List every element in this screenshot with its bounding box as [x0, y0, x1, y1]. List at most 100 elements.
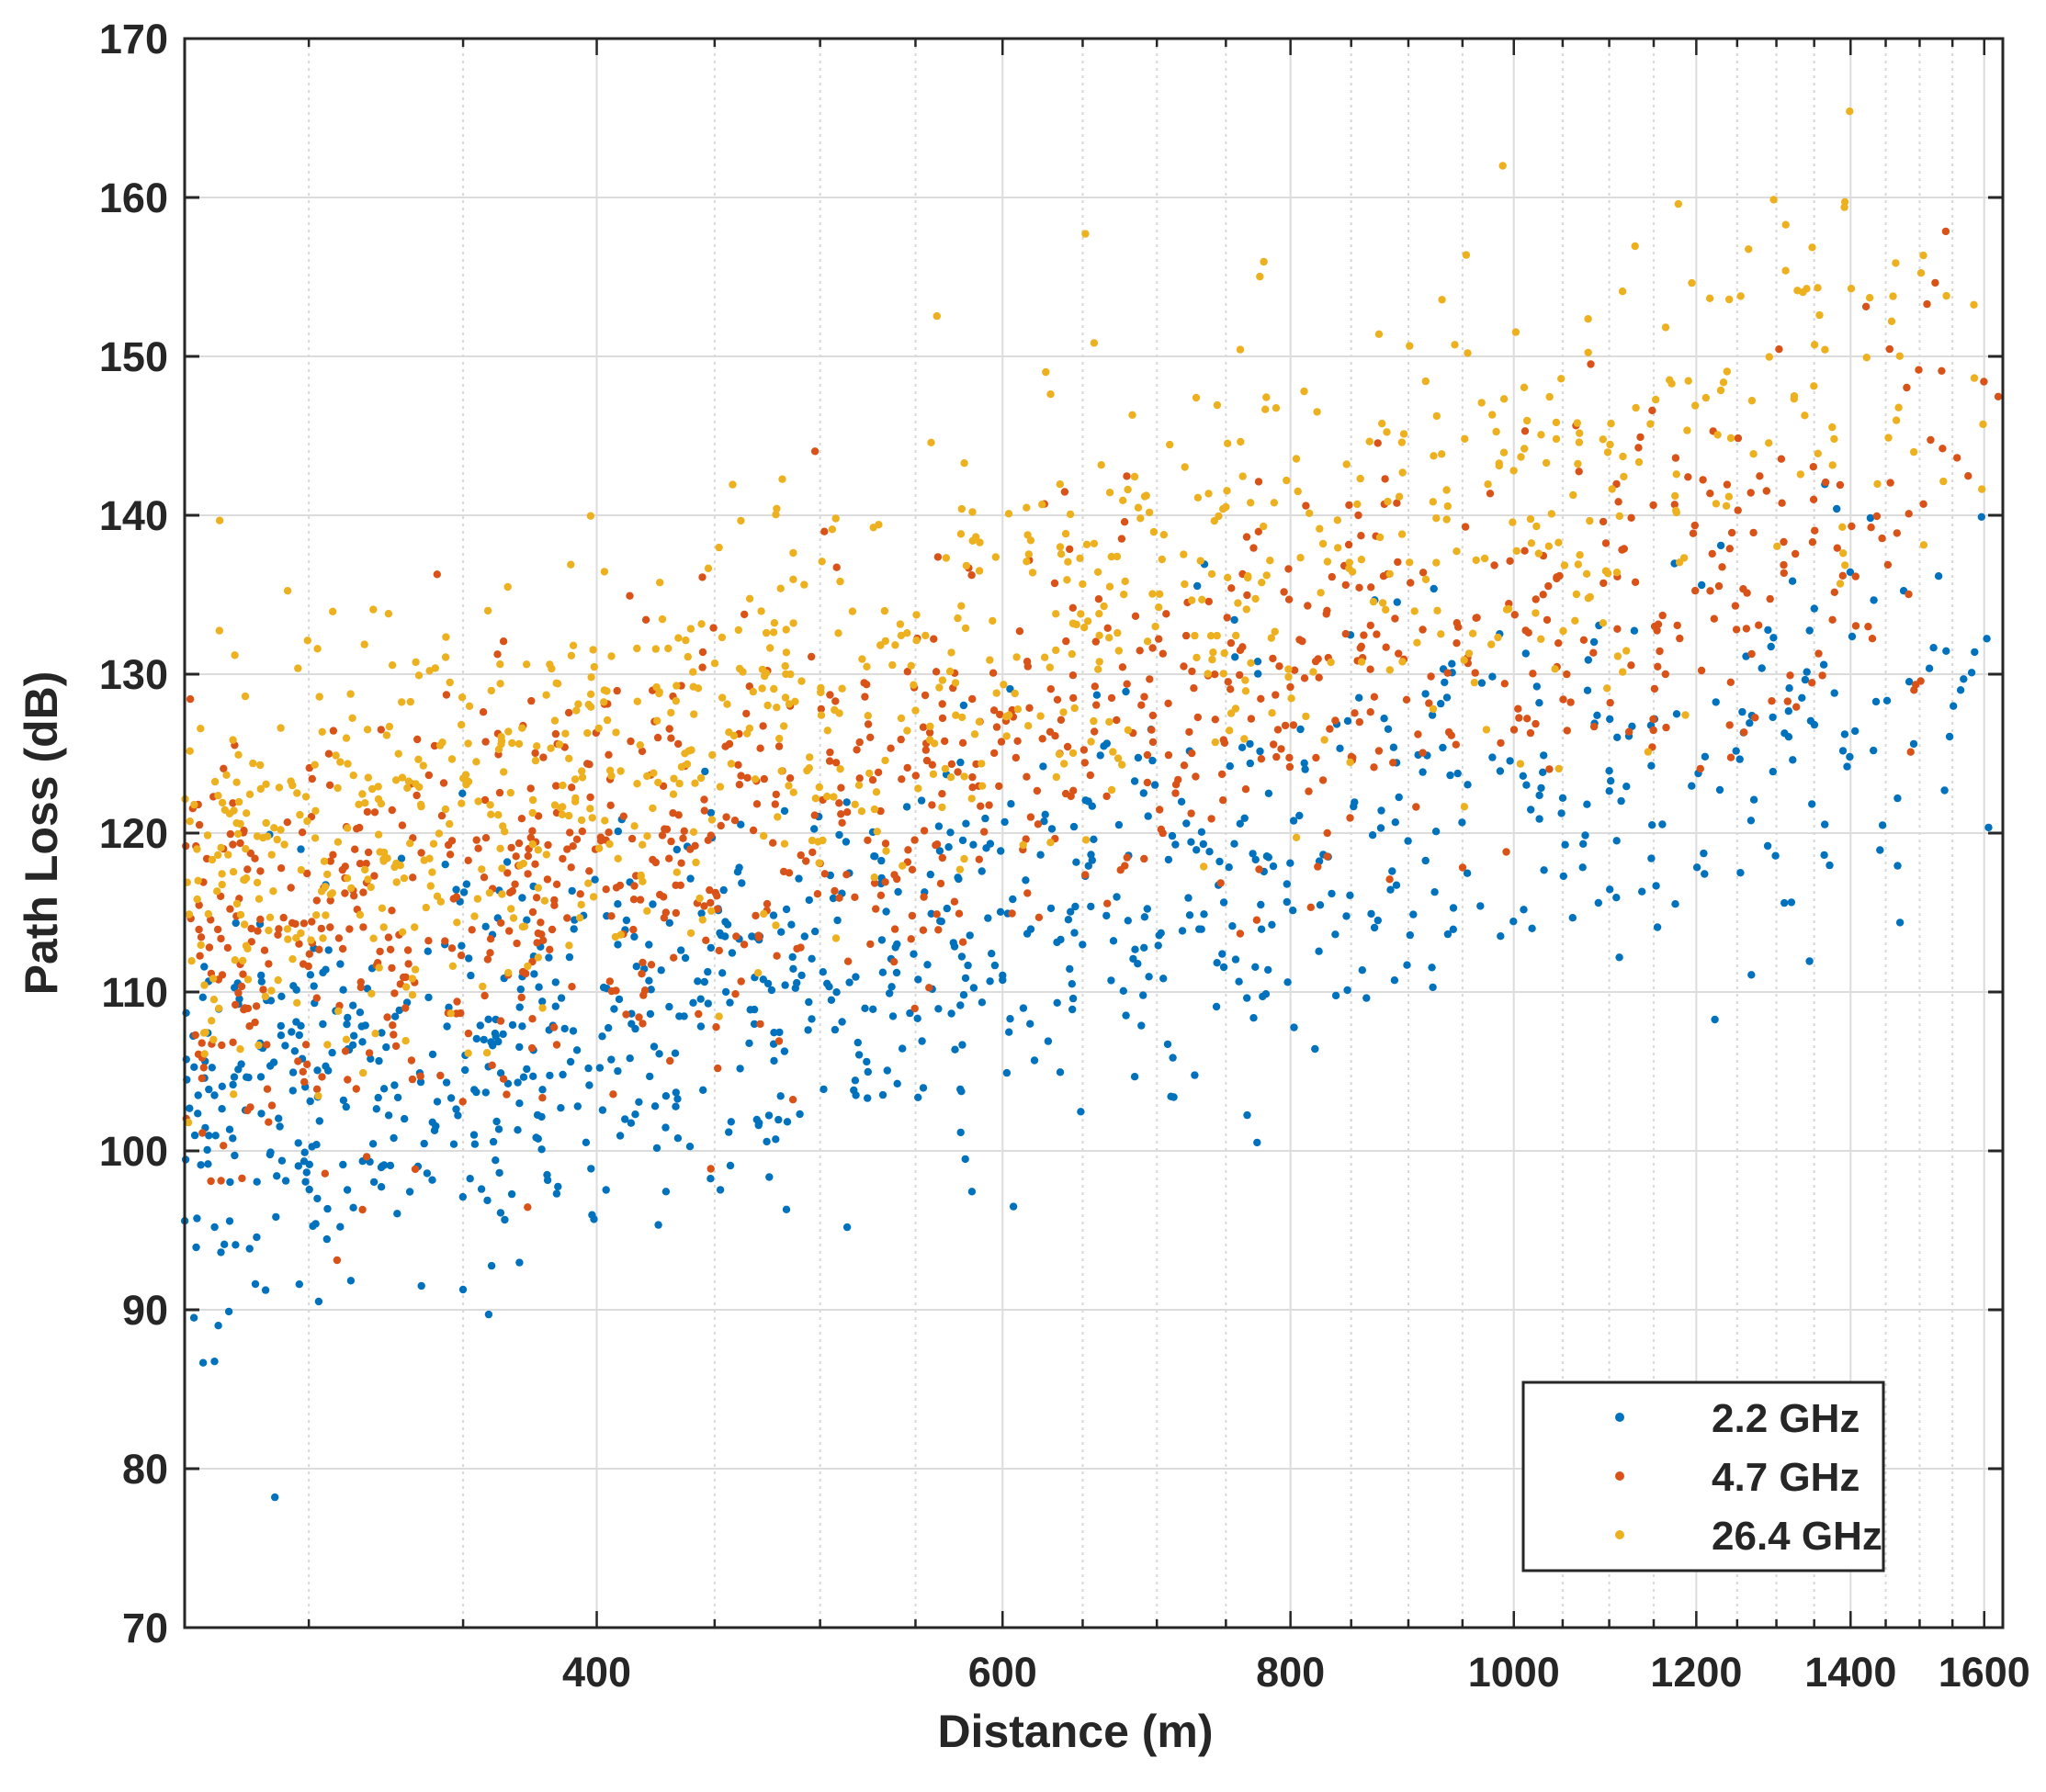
data-point	[1777, 455, 1786, 463]
data-point	[1638, 887, 1646, 896]
y-tick-label: 110	[101, 969, 168, 1016]
data-point	[713, 905, 722, 913]
data-point	[497, 739, 505, 749]
data-point	[891, 943, 899, 952]
data-point	[1059, 708, 1068, 716]
data-point	[413, 735, 422, 744]
data-point	[356, 910, 365, 919]
data-point	[568, 886, 576, 896]
data-point	[782, 1205, 791, 1214]
data-point	[198, 1039, 206, 1047]
data-point	[897, 631, 906, 640]
data-point	[266, 1150, 275, 1159]
data-point	[1124, 485, 1132, 494]
data-point	[1747, 971, 1756, 979]
data-point	[737, 516, 745, 525]
data-point	[245, 1245, 254, 1253]
data-point	[1506, 757, 1514, 765]
data-point	[1439, 743, 1447, 752]
data-point	[649, 900, 657, 908]
data-point	[517, 815, 526, 823]
data-point	[950, 897, 959, 906]
data-point	[1123, 853, 1132, 862]
data-point	[732, 932, 740, 941]
data-point	[706, 1175, 715, 1183]
data-point	[781, 693, 790, 702]
data-point	[232, 899, 242, 908]
data-point	[454, 1111, 462, 1120]
data-point	[1701, 393, 1711, 402]
data-point	[1072, 858, 1080, 866]
data-point	[1169, 1054, 1177, 1062]
data-point	[1929, 644, 1938, 652]
data-point	[1140, 854, 1148, 863]
data-point	[256, 784, 265, 794]
data-point	[513, 939, 521, 948]
data-point	[518, 724, 526, 732]
data-point	[1893, 862, 1902, 870]
data-point	[1599, 517, 1608, 526]
data-point	[1320, 736, 1328, 744]
data-point	[1843, 762, 1851, 771]
data-point	[872, 905, 880, 913]
data-point	[528, 795, 537, 805]
data-point	[339, 1096, 348, 1105]
data-point	[1615, 512, 1624, 521]
data-point	[374, 1093, 382, 1102]
data-point	[586, 805, 594, 813]
data-point	[200, 981, 209, 989]
data-point	[262, 818, 270, 828]
data-point	[934, 1005, 943, 1013]
data-point	[1177, 797, 1186, 806]
data-point	[656, 890, 664, 899]
data-point	[301, 1178, 310, 1186]
data-point	[1236, 930, 1245, 938]
data-point	[1726, 678, 1735, 686]
data-point	[614, 941, 622, 949]
data-point	[958, 1041, 966, 1049]
data-point	[957, 713, 966, 722]
data-point	[1246, 739, 1254, 749]
data-point	[1068, 749, 1078, 758]
data-point	[210, 1223, 219, 1232]
data-point	[764, 1111, 774, 1120]
data-point	[1283, 880, 1292, 888]
data-point	[777, 767, 786, 775]
data-point	[232, 778, 241, 786]
data-point	[1734, 506, 1742, 514]
data-point	[538, 1086, 547, 1094]
data-point	[377, 1183, 386, 1191]
data-point	[338, 944, 347, 953]
data-point	[243, 809, 251, 817]
data-point	[1374, 747, 1384, 755]
data-point	[535, 983, 543, 991]
data-point	[1362, 994, 1371, 1002]
data-point	[1057, 935, 1065, 944]
data-point	[1532, 609, 1540, 617]
data-point	[1488, 672, 1497, 681]
data-point	[377, 726, 385, 734]
data-point	[1599, 579, 1608, 588]
data-point	[1286, 682, 1294, 692]
data-point	[1046, 904, 1056, 913]
data-point	[1613, 652, 1622, 660]
data-point	[229, 799, 237, 807]
data-point	[1103, 624, 1112, 632]
data-point	[636, 741, 644, 749]
data-point	[1046, 727, 1055, 736]
data-point	[691, 779, 699, 787]
data-point	[603, 716, 612, 725]
data-point	[706, 898, 715, 907]
data-point	[1781, 220, 1790, 229]
data-point	[1268, 920, 1276, 929]
data-point	[384, 610, 393, 618]
data-point	[682, 636, 690, 645]
data-point	[758, 684, 766, 693]
data-point	[1143, 778, 1152, 787]
data-point	[1082, 540, 1091, 548]
data-point	[534, 884, 542, 892]
data-point	[1218, 950, 1226, 958]
data-point	[391, 1012, 400, 1020]
data-point	[1747, 397, 1757, 405]
data-point	[518, 894, 526, 902]
